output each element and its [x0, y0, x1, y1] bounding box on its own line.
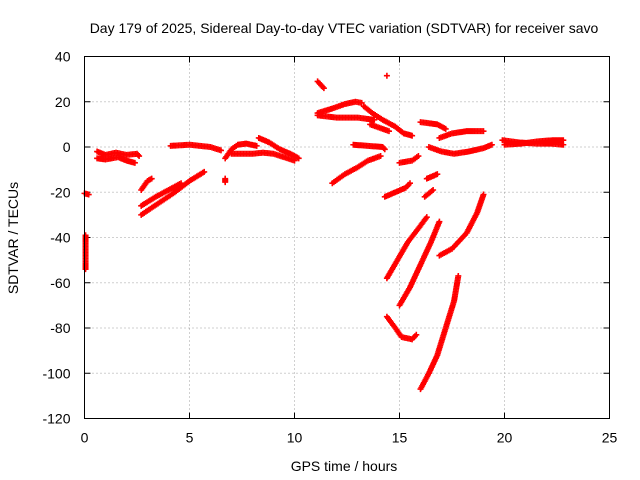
data-point [430, 186, 437, 193]
data-point [178, 180, 185, 187]
y-tick-label: -100 [42, 365, 70, 381]
data-point [295, 155, 302, 162]
y-tick-label: -120 [42, 411, 70, 427]
data-point [560, 137, 567, 144]
y-tick-label: 20 [55, 94, 71, 110]
data-point [201, 168, 208, 175]
x-axis-label: GPS time / hours [291, 458, 398, 474]
y-tick-label: 40 [55, 49, 71, 65]
data-point [455, 272, 462, 279]
data-point [386, 128, 392, 135]
data-point [218, 147, 224, 154]
data-point [136, 153, 143, 160]
y-tick-label: -80 [50, 320, 70, 336]
data-point [383, 72, 390, 79]
data-point [85, 191, 92, 198]
data-point [413, 331, 420, 338]
data-point [436, 218, 443, 225]
y-tick-label: -20 [50, 184, 70, 200]
data-point [409, 132, 416, 139]
x-tick-label: 0 [81, 430, 89, 446]
data-point [380, 145, 387, 152]
plot-frame [84, 56, 610, 419]
grid-lines [84, 56, 610, 419]
data-point [148, 175, 155, 182]
data-point [407, 180, 413, 187]
x-tick-label: 15 [392, 430, 408, 446]
data-point [434, 171, 441, 178]
chart-title: Day 179 of 2025, Sidereal Day-to-day VTE… [90, 20, 599, 36]
data-point [423, 214, 430, 221]
data-point [488, 141, 495, 148]
data-point [253, 142, 260, 149]
data-point [371, 116, 378, 123]
data-point [135, 151, 142, 158]
data-points [81, 72, 567, 393]
y-tick-label: 0 [63, 139, 71, 155]
x-tick-label: 5 [186, 430, 194, 446]
data-point [222, 179, 229, 186]
x-tick-label: 25 [602, 430, 618, 446]
data-point [442, 125, 449, 132]
y-tick-label: -40 [50, 230, 70, 246]
y-tick-label: -60 [50, 275, 70, 291]
data-point [381, 146, 388, 153]
data-point [480, 191, 487, 198]
data-point [480, 128, 487, 135]
data-point [377, 153, 384, 160]
data-point [320, 85, 327, 92]
data-point [358, 99, 365, 106]
data-point [415, 153, 422, 160]
x-tick-label: 10 [287, 430, 303, 446]
data-point [82, 266, 89, 273]
y-axis-label: SDTVAR / TECUs [5, 182, 21, 294]
x-tick-label: 20 [497, 430, 513, 446]
data-point [131, 159, 138, 166]
